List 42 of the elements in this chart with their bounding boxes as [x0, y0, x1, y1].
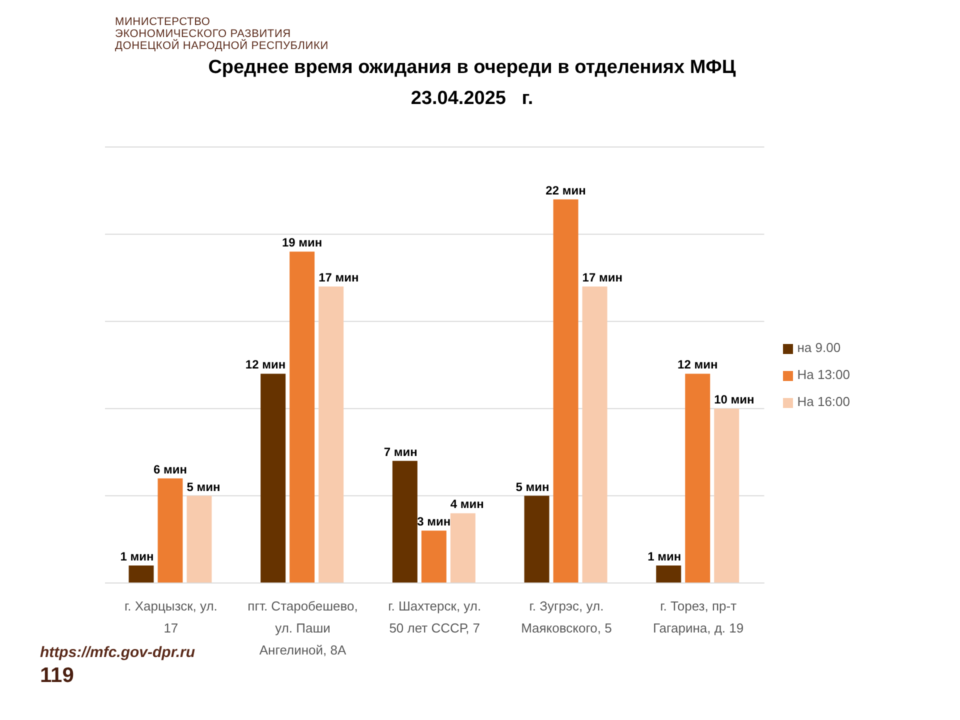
bar [128, 566, 154, 583]
data-label: 5 мин [516, 480, 550, 494]
legend-label: на 9.00 [797, 340, 841, 355]
bar [524, 496, 550, 583]
data-label: 17 мин [582, 270, 622, 285]
x-tick-label: пгт. Старобешево, ул. Паши Ангелиной, 8А [248, 598, 358, 658]
bar [421, 530, 446, 583]
data-label: 5 мин [186, 480, 220, 494]
bar [186, 496, 212, 583]
data-label: 12 мин [678, 358, 718, 372]
bar [392, 460, 418, 583]
data-label: 7 мин [384, 444, 418, 459]
bar [656, 566, 682, 583]
text: https://mfc.gov-dpr.ru [40, 644, 195, 661]
text: 119 [40, 664, 74, 688]
bar [685, 374, 710, 583]
x-tick-label: г. Зугрэс, ул. Маяковского, 5 [521, 598, 612, 636]
data-label: 12 мин [245, 358, 286, 372]
bar [290, 252, 315, 583]
legend-label: На 16:00 [797, 394, 850, 409]
text: МИНИСТЕРСТВО ЭКОНОМИЧЕСКОГО РАЗВИТИЯ ДОНЕЦКОЙ НАРОДНОЙ РЕСПУБЛИКИ [115, 16, 328, 52]
legend-label: На 13:00 [797, 367, 850, 382]
bar [553, 199, 578, 583]
bar [318, 286, 344, 583]
data-label: 4 мин [450, 497, 484, 512]
bar [260, 374, 286, 583]
bar [158, 478, 183, 583]
data-label: 17 мин [318, 270, 359, 285]
data-label: 3 мин [417, 514, 451, 529]
bar [582, 286, 608, 583]
x-tick-label: г. Торез, пр-т Гагарина, д. 19 [653, 598, 744, 636]
data-label: 10 мин [714, 392, 754, 407]
bar [714, 408, 740, 583]
chart-title: Среднее время ожидания в очереди в отделениях МФЦ 23.04.2025 г. [207, 56, 737, 111]
data-label: 6 мин [153, 462, 187, 476]
bar [450, 513, 476, 583]
data-label: 1 мин [120, 550, 154, 564]
data-label: 1 мин [648, 550, 682, 564]
x-tick-label: г. Харцызск, ул. 17 [124, 598, 218, 636]
data-label: 22 мин [546, 183, 586, 198]
x-tick-label: г. Шахтерск, ул. 50 лет СССР, 7 [388, 598, 482, 636]
data-label: 19 мин [282, 236, 322, 250]
